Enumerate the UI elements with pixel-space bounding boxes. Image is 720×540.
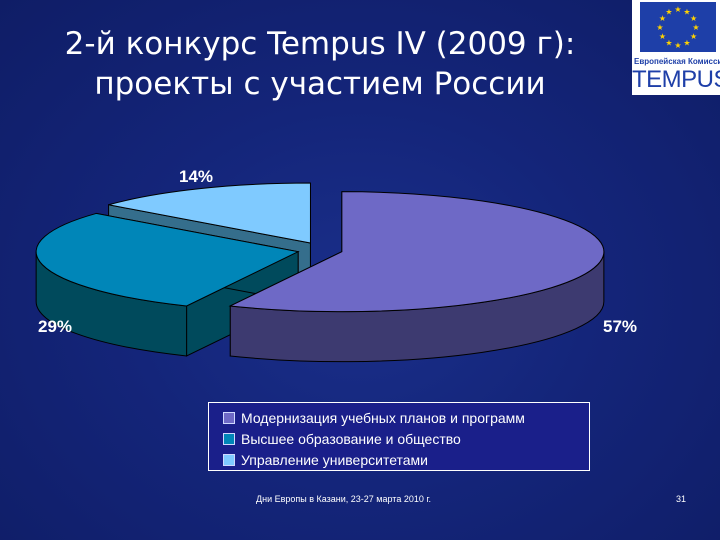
eu-star-icon: ★ — [665, 39, 672, 48]
eu-star-icon: ★ — [674, 5, 681, 14]
eu-star-icon: ★ — [665, 7, 672, 16]
title-line-2: проекты с участием России — [94, 66, 546, 102]
slide-footer: Дни Европы в Казани, 23-27 марта 2010 г. — [256, 494, 432, 504]
eu-star-icon: ★ — [690, 32, 697, 41]
slide-title: 2-й конкурс Tempus IV (2009 г): проекты … — [0, 24, 640, 104]
legend-item-3: Управление университетами — [223, 449, 589, 470]
pie-data-label-1: 57% — [603, 317, 637, 336]
eu-star-icon: ★ — [674, 41, 681, 50]
eu-star-icon: ★ — [659, 32, 666, 41]
legend-item-1: Модернизация учебных планов и программ — [223, 407, 589, 428]
title-line-1: 2-й конкурс Tempus IV (2009 г): — [64, 26, 576, 62]
page-number: 31 — [676, 494, 687, 504]
legend-swatch-3 — [223, 453, 235, 466]
eu-star-icon: ★ — [656, 23, 663, 32]
pie-slice-3 — [108, 182, 311, 244]
legend-swatch-1 — [223, 411, 235, 424]
logo-brand: TEMPUS — [632, 66, 720, 93]
legend-label-1: Модернизация учебных планов и программ — [241, 409, 525, 426]
eu-star-icon: ★ — [690, 14, 697, 23]
legend-item-2: Высшее образование и общество — [223, 428, 589, 449]
eu-stars-flag-icon: ★ ★ ★ ★ ★ ★ ★ ★ ★ ★ ★ ★ — [640, 2, 716, 52]
legend-label-3: Управление университетами — [241, 451, 429, 468]
logo-tagline: Европейская Комиссия — [634, 57, 720, 66]
eu-star-icon: ★ — [692, 23, 699, 32]
eu-star-icon: ★ — [659, 14, 666, 23]
pie-data-label-3: 14% — [179, 167, 213, 186]
legend-swatch-2 — [223, 432, 235, 445]
pie-data-label-2: 29% — [38, 317, 72, 336]
tempus-logo: ★ ★ ★ ★ ★ ★ ★ ★ ★ ★ ★ ★ Европейская Комиссия TEMPUS — [632, 0, 720, 95]
chart-legend: Модернизация учебных планов и программ В… — [208, 402, 590, 471]
legend-label-2: Высшее образование и общество — [241, 430, 461, 447]
eu-star-icon: ★ — [683, 39, 690, 48]
eu-stars-svg: ★ ★★★★★★★★★★★ — [656, 5, 699, 50]
pie-slice-1 — [228, 191, 605, 313]
pie-slice-2 — [35, 212, 300, 307]
eu-star-icon: ★ — [683, 7, 690, 16]
